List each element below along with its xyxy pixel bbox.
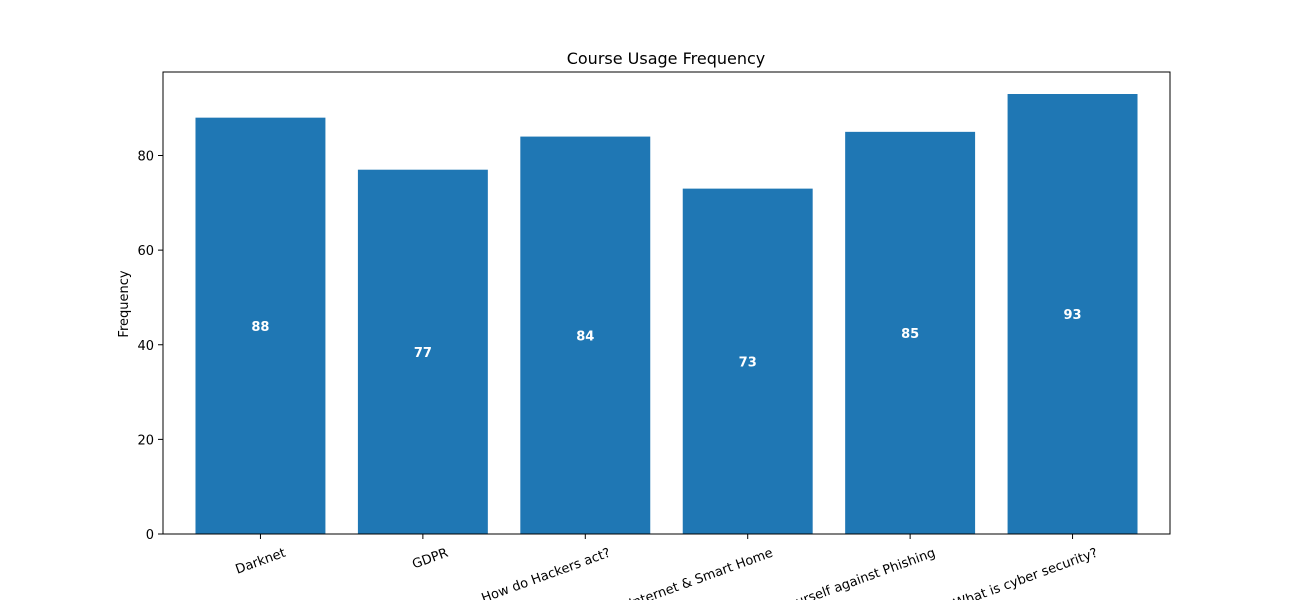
bar-value-label: 84 [576,329,594,344]
y-axis-label: Frequency [117,270,132,337]
bar [195,117,326,534]
bar [520,136,651,535]
bar [682,188,813,534]
y-axis-ticks: 0 20 40 60 80 [137,150,163,543]
y-tick-label: 60 [137,244,154,259]
y-tick-label: 0 [146,528,154,543]
bar [357,169,488,535]
y-tick-label: 40 [137,339,154,354]
bar-value-label: 88 [251,320,269,335]
bar-value-label: 77 [414,346,432,361]
y-tick-label: 80 [137,150,154,165]
bar-value-label: 85 [901,327,919,342]
plot-frame [162,71,1171,535]
plot-area: 88 77 84 73 85 93 [162,71,1171,535]
bar-value-label: 93 [1064,308,1082,323]
bar-value-label: 73 [739,355,757,370]
y-tick-label: 20 [137,433,154,448]
chart-title: Course Usage Frequency [567,49,766,68]
bar [845,131,976,534]
bar [1007,94,1138,534]
